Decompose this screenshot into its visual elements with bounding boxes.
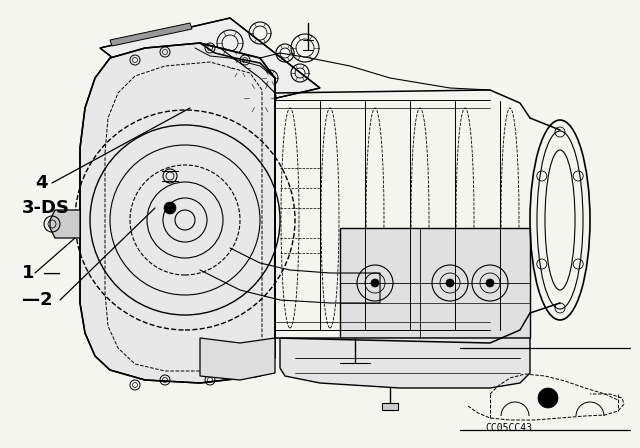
- Polygon shape: [340, 228, 530, 338]
- Circle shape: [538, 388, 558, 408]
- Polygon shape: [100, 18, 320, 118]
- Text: CC05CC43: CC05CC43: [485, 423, 532, 433]
- Polygon shape: [280, 338, 530, 388]
- Circle shape: [371, 279, 379, 287]
- Polygon shape: [382, 403, 398, 410]
- Circle shape: [486, 279, 494, 287]
- Text: 3-DS: 3-DS: [22, 199, 70, 217]
- Polygon shape: [110, 23, 192, 46]
- Text: —: —: [42, 264, 60, 282]
- Polygon shape: [50, 210, 80, 238]
- Polygon shape: [200, 338, 275, 380]
- Circle shape: [446, 279, 454, 287]
- Circle shape: [164, 202, 176, 214]
- Text: 4: 4: [35, 174, 47, 192]
- Text: —2: —2: [22, 291, 52, 309]
- Text: 1: 1: [22, 264, 35, 282]
- Polygon shape: [80, 43, 275, 383]
